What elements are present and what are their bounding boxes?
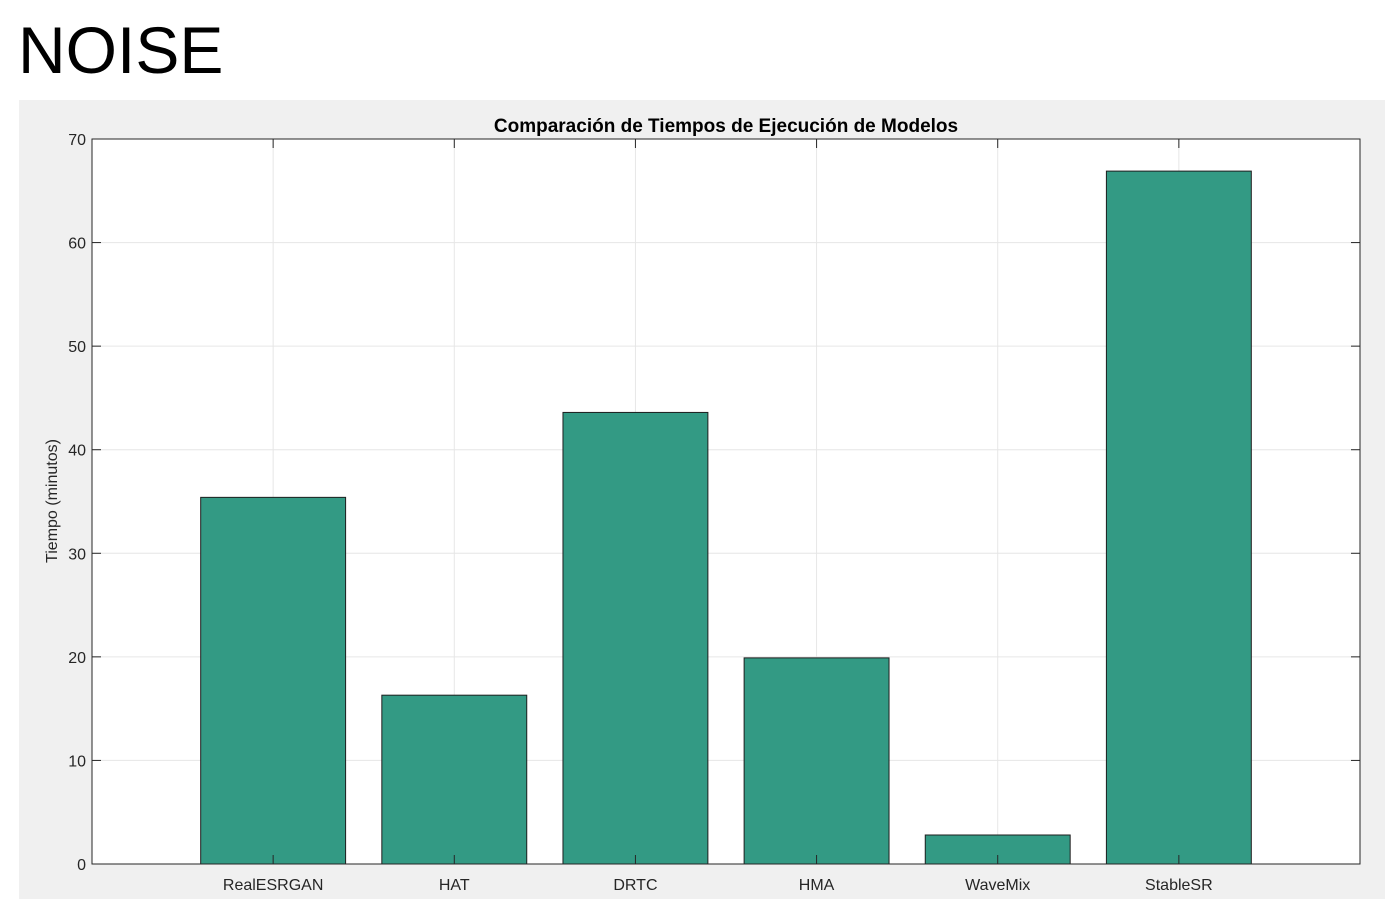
x-tick-label: HAT	[439, 877, 470, 894]
y-tick-label: 0	[77, 857, 86, 874]
bar-realesrgan	[200, 496, 347, 865]
bars	[200, 170, 1252, 865]
x-tick-label: HMA	[799, 877, 835, 894]
x-tick-label: DRTC	[613, 877, 657, 894]
x-tick-label: RealESRGAN	[223, 877, 323, 894]
bar-stablesr	[1105, 170, 1252, 865]
y-tick-labels: 0 10 20 30 40 50 60 70	[68, 132, 86, 874]
x-tick-labels: RealESRGAN HAT DRTC HMA WaveMix StableSR	[223, 877, 1213, 894]
bar-hma	[743, 657, 890, 865]
y-tick-label: 40	[68, 443, 86, 460]
y-tick-label: 60	[68, 236, 86, 253]
bar-drtc	[562, 411, 709, 865]
bar-hat	[381, 694, 528, 865]
bar-chart: 0 10 20 30 40 50 60 70 RealESRGAN HAT DRTC HMA Wave…	[44, 116, 1361, 894]
chart-figure: 0 10 20 30 40 50 60 70 RealESRGAN HAT DRTC HMA Wave…	[19, 100, 1385, 899]
x-tick-label: WaveMix	[965, 877, 1030, 894]
y-tick-label: 70	[68, 132, 86, 149]
y-tick-label: 50	[68, 339, 86, 356]
y-axis-label: Tiempo (minutos)	[44, 439, 61, 563]
axes-box	[91, 138, 1361, 865]
y-tick-label: 20	[68, 650, 86, 667]
page-heading: NOISE	[18, 13, 224, 87]
x-tick-label: StableSR	[1145, 877, 1213, 894]
tick-marks	[92, 138, 1360, 865]
chart-title: Comparación de Tiempos de Ejecución de M…	[494, 116, 958, 137]
y-tick-label: 10	[68, 753, 86, 770]
y-tick-label: 30	[68, 546, 86, 563]
